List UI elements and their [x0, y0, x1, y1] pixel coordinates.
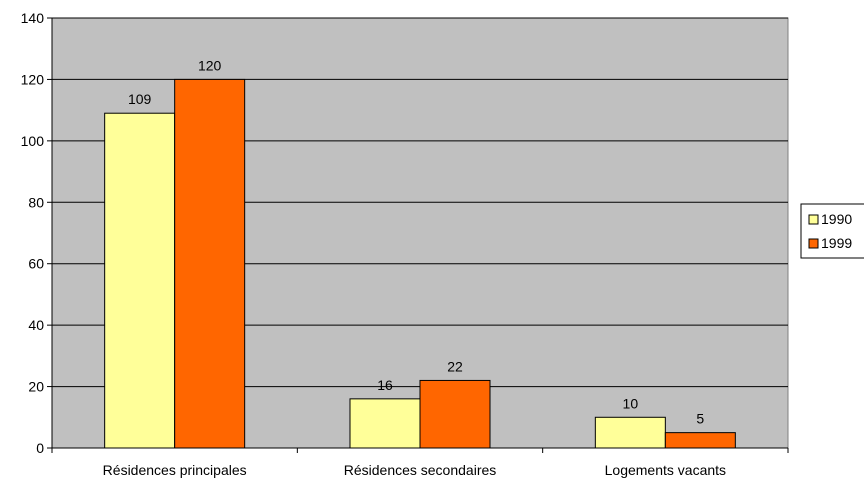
data-label: 22 — [447, 358, 463, 374]
bar-1990-1 — [104, 112, 176, 449]
y-tick-label: 60 — [28, 256, 44, 272]
y-tick-label: 0 — [36, 440, 44, 456]
data-label: 5 — [696, 411, 704, 427]
legend-box — [800, 203, 864, 259]
y-tick-label: 20 — [28, 379, 44, 395]
x-category-label: Logements vacants — [605, 462, 726, 478]
legend-swatch-1990 — [808, 214, 819, 225]
bar-1990-3 — [594, 416, 666, 449]
bar-1999-2 — [419, 379, 491, 449]
y-tick-label: 140 — [21, 10, 45, 26]
bar-1999-3 — [664, 432, 736, 449]
legend-label-1999: 1999 — [821, 235, 852, 251]
y-tick-label: 80 — [28, 194, 44, 210]
data-label: 120 — [198, 57, 222, 73]
legend-label-1990: 1990 — [821, 211, 852, 227]
data-label: 16 — [377, 377, 393, 393]
bar-1999-1 — [174, 78, 246, 449]
x-category-label: Résidences secondaires — [344, 462, 497, 478]
bar-1990-2 — [349, 398, 421, 449]
data-label: 10 — [623, 395, 639, 411]
data-label: 109 — [128, 91, 152, 107]
x-category-label: Résidences principales — [103, 462, 247, 478]
y-tick-label: 120 — [21, 71, 45, 87]
y-tick-label: 40 — [28, 317, 44, 333]
y-tick-label: 100 — [21, 133, 45, 149]
legend-swatch-1999 — [808, 238, 819, 249]
